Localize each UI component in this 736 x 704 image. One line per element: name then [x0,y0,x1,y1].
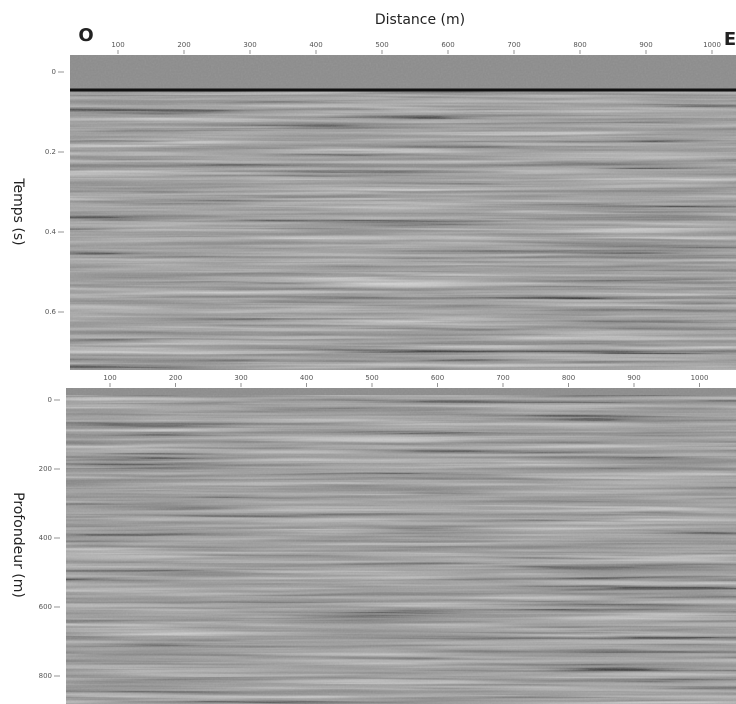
x-tick-label: 800 [562,374,575,382]
x-tick-label: 200 [169,374,182,382]
x-tick-label: 900 [627,374,640,382]
west-label: O [78,25,93,46]
noise [66,388,736,704]
x-tick-label: 1000 [691,374,709,382]
x-tick-label: 600 [431,374,444,382]
x-tick-label: 200 [177,41,190,49]
x-tick-label: 700 [496,374,509,382]
y-tick-label: 800 [39,672,52,680]
y-tick-label: 400 [39,534,52,542]
y-tick-label: 0 [48,396,52,404]
y-tick-label: 600 [39,603,52,611]
x-tick-label: 700 [507,41,520,49]
x-tick-label: 100 [103,374,116,382]
x-tick-label: 1000 [703,41,721,49]
x-tick-label: 400 [300,374,313,382]
x-tick-label: 900 [639,41,652,49]
y-axis-label: Temps (s) [10,177,26,245]
x-tick-label: 300 [243,41,256,49]
east-label: E [724,29,736,50]
axis-title: Distance (m) [375,12,465,28]
x-tick-label: 800 [573,41,586,49]
x-tick-label: 400 [309,41,322,49]
x-tick-label: 600 [441,41,454,49]
x-tick-label: 300 [234,374,247,382]
x-tick-label: 500 [375,41,388,49]
y-axis-label: Profondeur (m) [10,492,26,598]
y-tick-label: 0 [52,68,56,76]
y-tick-label: 0.6 [45,308,57,316]
x-tick-label: 100 [111,41,124,49]
y-tick-label: 0.4 [45,228,57,236]
noise [70,55,736,370]
y-tick-label: 0.2 [45,148,56,156]
y-tick-label: 200 [39,465,52,473]
x-tick-label: 500 [365,374,378,382]
